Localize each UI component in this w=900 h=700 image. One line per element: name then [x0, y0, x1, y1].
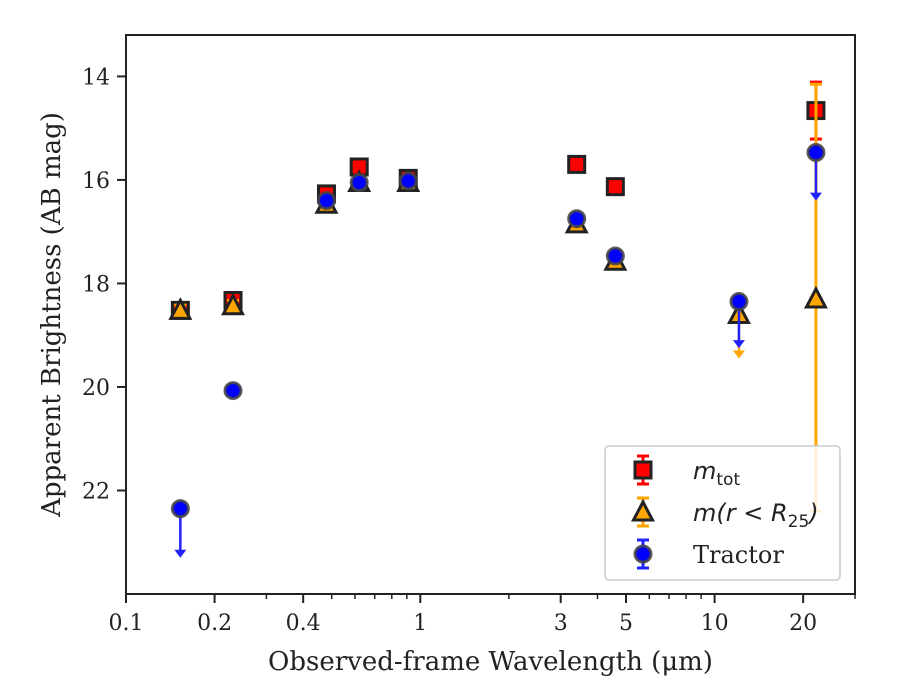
square-marker: [567, 154, 587, 174]
data-marks: [168, 80, 828, 558]
x-tick-label: 1: [413, 611, 427, 636]
series-circle: [170, 142, 826, 558]
x-tick-label: 0.2: [197, 611, 232, 636]
x-tick-label: 20: [789, 611, 817, 636]
axes: 0.1 0.2 0.4 1 3 5 10 20 14 16 18 20 22: [82, 34, 856, 636]
y-tick-label: 18: [82, 272, 110, 297]
x-tick-label: 0.4: [286, 611, 321, 636]
upper-limit-arrowhead: [732, 340, 745, 349]
triangle-marker: [631, 498, 655, 522]
circle-marker: [349, 173, 369, 193]
circle-marker: [633, 544, 653, 564]
square-marker: [633, 460, 653, 480]
upper-limit-arrowhead: [174, 549, 187, 558]
circle-marker: [605, 246, 625, 266]
legend-label: Tractor: [693, 541, 784, 569]
y-tick-label: 22: [82, 479, 110, 504]
x-tick-label: 10: [701, 611, 729, 636]
upper-limit-arrowhead: [809, 192, 822, 201]
y-tick-label: 20: [82, 376, 110, 401]
circle-marker: [316, 191, 336, 211]
circle-marker: [398, 171, 418, 191]
legend-box: [604, 445, 841, 581]
upper-limit-arrowhead: [732, 350, 745, 359]
x-tick-label: 0.1: [109, 611, 144, 636]
plot-frame: [125, 34, 856, 595]
y-tick-label: 16: [82, 169, 110, 194]
triangle-marker: [221, 292, 245, 316]
triangle-marker: [803, 285, 828, 309]
triangle-marker: [168, 297, 193, 320]
y-axis-label: Apparent Brightness (AB mag): [37, 112, 67, 518]
circle-marker: [223, 381, 243, 401]
circle-marker: [567, 209, 587, 229]
x-axis-label: Observed-frame Wavelength (μm): [268, 647, 713, 677]
x-tick-label: 5: [619, 611, 633, 636]
legend-label: mtot: [693, 457, 740, 490]
circle-marker: [806, 142, 826, 162]
x-tick-label: 3: [554, 611, 568, 636]
legend-label: m(r < R25): [693, 499, 819, 532]
circle-marker: [729, 292, 749, 312]
series-square: [170, 80, 826, 320]
y-tick-label: 14: [82, 65, 110, 90]
legend: mtot m(r < R25) Tractor: [604, 445, 841, 581]
circle-marker: [170, 499, 190, 519]
square-marker: [605, 177, 625, 197]
